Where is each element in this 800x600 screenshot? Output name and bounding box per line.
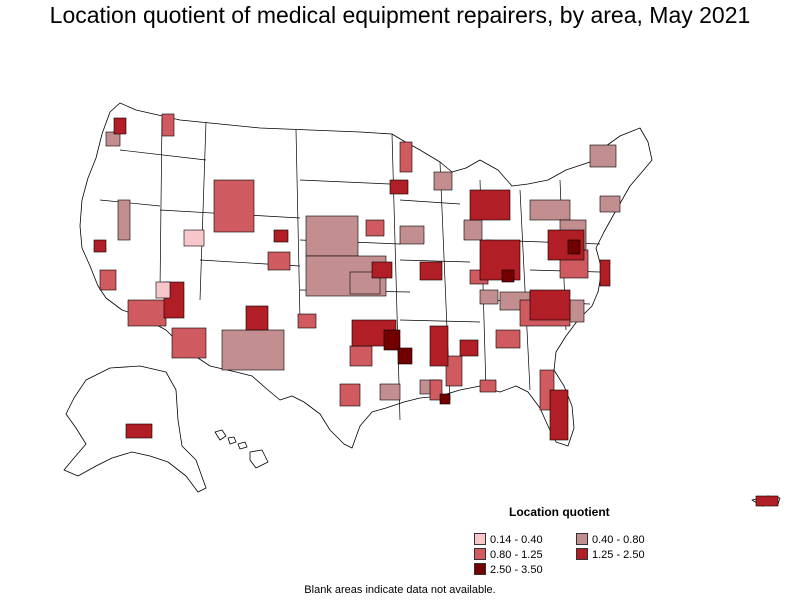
legend-item: 0.14 - 0.40 — [474, 533, 543, 546]
legend-swatch — [474, 548, 486, 560]
legend-swatch — [576, 548, 588, 560]
legend-swatch — [474, 533, 486, 545]
map-title: Location quotient of medical equipment r… — [49, 2, 751, 28]
legend-swatch — [474, 563, 486, 575]
legend-label: 2.50 - 3.50 — [490, 564, 543, 576]
legend-label: 0.40 - 0.80 — [592, 534, 645, 546]
legend-swatch — [576, 533, 588, 545]
legend-item: 0.40 - 0.80 — [576, 533, 645, 546]
legend-item: 2.50 - 3.50 — [474, 563, 543, 576]
footnote: Blank areas indicate data not available. — [304, 584, 496, 596]
legend-item: 1.25 - 2.50 — [576, 548, 645, 561]
hawaii-islands — [214, 429, 269, 469]
legend-label: 0.80 - 1.25 — [490, 549, 543, 561]
legend-label: 0.14 - 0.40 — [490, 534, 543, 546]
legend-label: 1.25 - 2.50 — [592, 549, 645, 561]
legend-item: 0.80 - 1.25 — [474, 548, 543, 561]
legend-title: Location quotient — [509, 505, 610, 519]
